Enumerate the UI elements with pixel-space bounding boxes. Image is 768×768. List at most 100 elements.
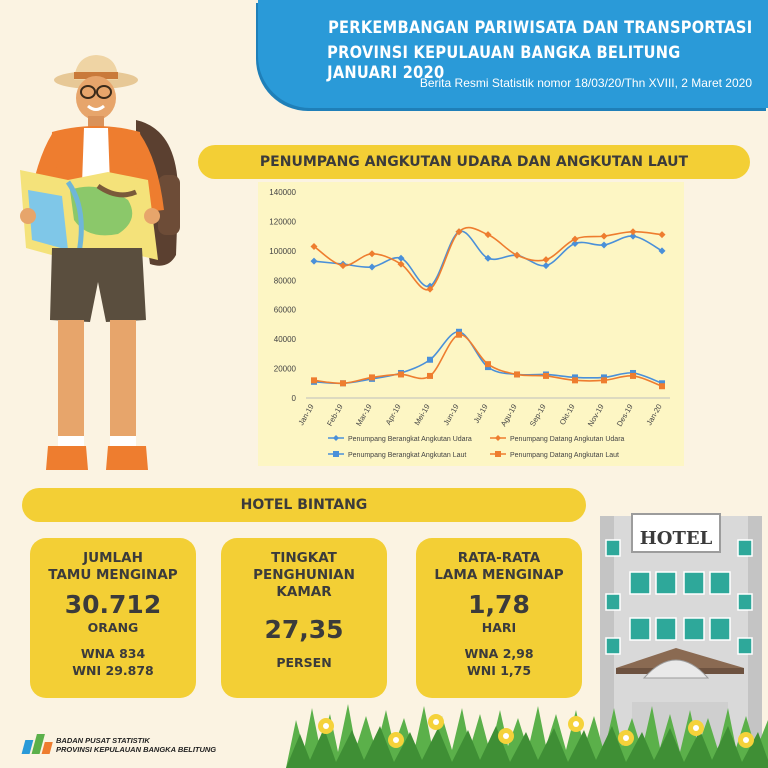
data-point (368, 263, 376, 271)
data-point (310, 242, 318, 250)
data-point (310, 257, 318, 265)
data-point (513, 251, 521, 259)
data-point (542, 256, 550, 264)
card-value: 27,35 (264, 615, 344, 644)
y-tick-label: 0 (292, 394, 297, 403)
chart-banner: PENUMPANG ANGKUTAN UDARA DAN ANGKUTAN LA… (198, 145, 750, 179)
tourist-illustration (20, 55, 180, 470)
card-title-line: TAMU MENGINAP (48, 567, 178, 583)
series-line (313, 333, 663, 387)
card-value: 30.712 (64, 590, 162, 619)
data-point (629, 232, 637, 240)
data-point (629, 228, 637, 236)
card-title-line: PENGHUNIAN (253, 567, 355, 583)
legend-label: Penumpang Datang Angkutan Udara (510, 436, 625, 443)
card-detail-line: WNI 1,75 (466, 663, 532, 678)
data-point (426, 285, 434, 293)
data-point (311, 377, 317, 384)
chart-svg: 0 20000 40000 60000 80000 100000 120000 140000 J… (269, 188, 670, 459)
hotel-building-illustration: HOTEL (600, 513, 762, 768)
y-tick-label: 40000 (274, 335, 297, 344)
header-band: PERKEMBANGAN PARIWISATA DAN TRANSPORTASI… (258, 0, 768, 108)
data-point (369, 374, 375, 381)
data-point (514, 371, 520, 378)
y-tick-label: 100000 (269, 247, 296, 256)
data-point (658, 231, 666, 239)
card-title-line: RATA-RATA (457, 550, 541, 566)
data-point (571, 235, 579, 243)
x-tick-label: Nov-19 (586, 403, 606, 428)
data-point (485, 361, 491, 368)
y-tick-label: 120000 (269, 217, 296, 226)
legend-label: Penumpang Datang Angkutan Laut (510, 452, 619, 459)
data-point (543, 372, 549, 379)
x-tick-label: Okt-19 (558, 403, 577, 427)
data-point (571, 240, 579, 247)
card-detail-line: WNA 834 (80, 646, 146, 661)
card-title-line: TINGKAT (271, 550, 337, 566)
x-tick-label: Apr-19 (384, 403, 403, 427)
data-point (659, 383, 665, 390)
header-title-line1: PERKEMBANGAN PARIWISATA DAN TRANSPORTASI (327, 18, 752, 38)
org-name-line2: PROVINSI KEPULAUAN BANGKA BELITUNG (56, 745, 217, 754)
data-point (601, 377, 607, 384)
data-point (427, 356, 433, 363)
x-tick-label: Mei-19 (412, 403, 431, 427)
org-name-line1: BADAN PUSAT STATISTIK (56, 736, 150, 745)
series-line (313, 330, 663, 385)
data-point (456, 331, 462, 338)
data-point (600, 232, 608, 240)
card-detail-line: WNI 29.878 (72, 663, 154, 678)
legend-marker (333, 451, 339, 457)
card-title-line: KAMAR (276, 584, 332, 600)
legend-marker (495, 451, 501, 457)
grass-decoration (286, 704, 768, 768)
y-tick-label: 80000 (274, 276, 297, 285)
x-tick-label: Des-19 (615, 403, 635, 428)
card-detail-line: WNA 2,98 (464, 646, 534, 661)
legend-label: Penumpang Berangkat Angkutan Udara (348, 436, 472, 443)
data-point (397, 254, 405, 262)
card-tingkat-penghunian: TINGKAT PENGHUNIAN KAMAR 27,35 PERSEN (221, 538, 387, 698)
y-tick-label: 20000 (274, 365, 297, 374)
x-tick-label: Sep-19 (528, 403, 548, 428)
data-point (340, 380, 346, 387)
header-title-line2: PROVINSI KEPULAUAN BANGKA BELITUNG JANUA… (327, 43, 681, 83)
data-point (455, 228, 463, 236)
header-subtitle: Berita Resmi Statistik nomor 18/03/20/Th… (419, 76, 752, 90)
legend-marker (333, 435, 339, 441)
legend-label: Penumpang Berangkat Angkutan Laut (348, 452, 466, 459)
x-tick-label: Jan-19 (296, 403, 315, 427)
data-point (600, 241, 608, 249)
bps-logo-icon (21, 734, 53, 754)
data-point (339, 262, 347, 270)
card-unit: HARI (481, 620, 517, 635)
card-title-line: LAMA MENGINAP (434, 567, 564, 583)
y-tick-label: 60000 (274, 306, 297, 315)
data-point (427, 372, 433, 379)
legend-marker (495, 435, 501, 441)
data-point (542, 262, 550, 270)
data-point (368, 250, 376, 258)
x-tick-label: Mar-19 (354, 403, 374, 428)
card-unit: PERSEN (276, 655, 332, 670)
hotel-sign: HOTEL (640, 528, 713, 549)
data-point (484, 231, 492, 239)
data-point (484, 254, 492, 262)
x-tick-label: Jun-19 (441, 403, 460, 427)
x-tick-label: Jul-19 (472, 403, 490, 425)
card-title-line: JUMLAH (83, 550, 143, 566)
data-point (630, 372, 636, 379)
data-point (658, 247, 666, 255)
hotel-banner: HOTEL BINTANG (22, 488, 586, 522)
y-tick-label: 140000 (269, 188, 296, 197)
x-tick-label: Feb-19 (325, 403, 345, 428)
data-point (398, 371, 404, 378)
card-rata-rata-lama: RATA-RATA LAMA MENGINAP 1,78 HARI WNA 2,… (416, 538, 582, 698)
card-jumlah-tamu: JUMLAH TAMU MENGINAP 30.712 ORANG WNA 83… (30, 538, 196, 698)
card-value: 1,78 (468, 590, 530, 619)
line-chart: 0 20000 40000 60000 80000 100000 120000 140000 J… (258, 182, 684, 466)
data-point (572, 377, 578, 384)
data-point (397, 260, 405, 268)
x-tick-label: Jan-20 (644, 403, 663, 427)
